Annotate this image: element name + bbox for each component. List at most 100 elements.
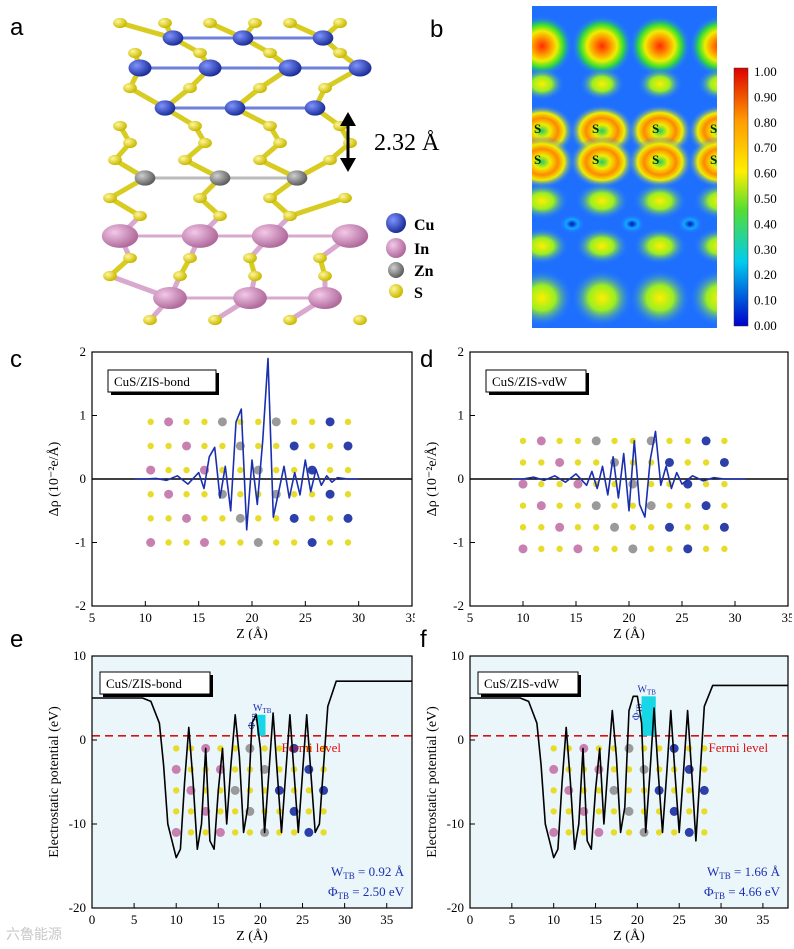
x-tick-label: 15 [212,912,225,927]
overlay-atom [701,436,711,446]
elf-lobe [698,68,717,100]
legend-zn-icon [388,262,404,278]
y-tick-label: -20 [69,900,86,915]
overlay-atom [187,766,195,773]
s-atom-label: S [710,121,717,136]
colorbar-tick: 0.50 [754,191,777,206]
s-atom [253,154,267,166]
legend-box: CuS/ZIS-vdW [477,671,581,697]
s-atom-label: S [710,152,717,167]
overlay-atom [326,515,334,522]
elf-lobe [532,183,568,219]
s-atom [103,270,117,282]
overlay-atom [344,418,352,426]
overlay-atom [147,418,154,426]
s-atom [123,252,137,264]
overlay-atom [664,457,674,467]
s-atom [248,270,262,282]
overlay-atom [574,524,582,531]
panel-label-f: f [420,626,427,653]
s-atom [313,252,327,264]
data-series-line [134,357,359,531]
s-atom [333,17,347,29]
y-tick-label: 0 [80,732,87,747]
s-atom [193,47,207,59]
overlay-atom [611,437,618,445]
overlay-atom [702,459,710,466]
y-tick-label: 2 [458,344,465,359]
x-tick-label: 20 [631,912,644,927]
fermi-label: Fermi level [281,740,341,755]
plot-background [470,656,788,908]
y-axis-label: Electrostatic potential (eV) [425,706,440,858]
overlay-atom [173,787,180,794]
overlay-atom [593,459,600,466]
x-tick-label: 25 [296,912,309,927]
overlay-atom [519,459,527,466]
overlay-atom [255,418,262,426]
overlay-atom [669,806,679,816]
overlay-atom [319,785,329,795]
s-atom-label: S [592,121,599,136]
x-tick-label: 5 [131,912,138,927]
overlay-atom [273,515,280,522]
y-tick-label: 1 [80,408,87,423]
s-atom [128,47,142,59]
cu-atom [304,100,326,116]
overlay-atom [290,539,298,546]
overlay-atom [271,417,281,427]
elf-lobe [694,228,717,264]
overlay-atom [550,745,557,752]
y-tick-label: -10 [447,816,464,831]
overlay-atom [647,545,655,553]
overlay-atom [625,787,633,794]
overlay-atom [231,766,239,773]
crystal-structure: 2.32 Å Cu In Zn S [101,17,440,326]
x-tick-label: 10 [547,912,560,927]
s-atom [263,120,277,132]
overlay-atom [565,829,572,836]
overlay-atom [165,442,172,450]
overlay-atom [171,764,181,774]
colorbar-tick: 0.00 [754,318,777,330]
overlay-atom [609,785,619,795]
distance-label: 2.32 Å [374,130,440,156]
elf-lobe [630,270,690,326]
s-atom [173,270,187,282]
overlay-atom [182,513,192,523]
overlay-atom [666,502,673,509]
overlay-atom [260,764,270,774]
s-atom [183,82,197,94]
overlay-atom [670,829,678,836]
y-axis-label: Electrostatic potential (eV) [47,706,62,858]
y-tick-label: -10 [69,816,86,831]
overlay-atom [231,745,239,752]
overlay-atom [702,524,710,531]
overlay-atom [171,827,181,837]
zn-atom [134,170,156,186]
elf-map: S S S S S S S S 1.00 0.90 0.80 0.70 0.60 0.50 0.40 0.3… [532,6,777,330]
overlay-atom [237,539,244,546]
overlay-atom [344,466,352,474]
elf-lobe [690,270,717,326]
overlay-atom [538,524,545,531]
x-axis-label: Z (Å) [236,928,268,944]
panel-label-d: d [420,346,434,373]
overlay-atom [219,515,226,522]
elf-lobe [532,136,574,188]
overlay-atom [201,418,208,426]
bond [287,195,348,219]
overlay-atom [146,465,156,475]
overlay-atom [165,539,172,546]
elf-lobe [638,68,682,100]
overlay-atom [591,436,601,446]
s-atom [133,210,147,222]
elf-hole [560,215,584,233]
elf-lobe [628,136,692,188]
overlay-atom [556,437,563,445]
s-atom [208,314,222,326]
overlay-atom [684,524,691,531]
x-tick-label: 0 [467,912,474,927]
